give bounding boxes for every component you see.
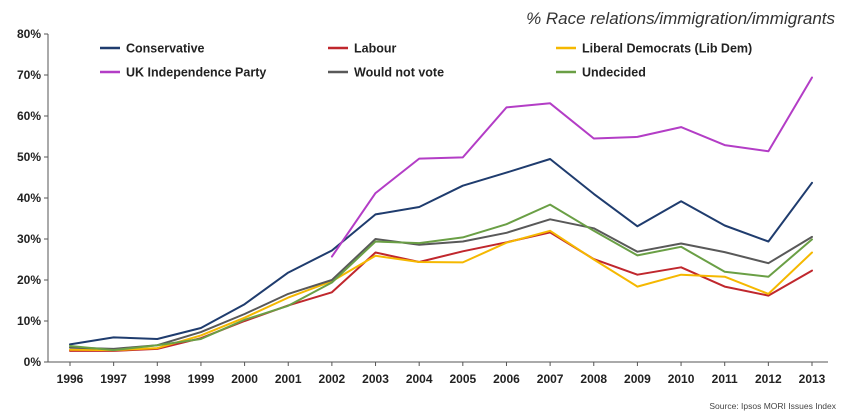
series-line-would-not-vote bbox=[69, 218, 813, 350]
x-tick-label: 2005 bbox=[449, 372, 476, 386]
x-tick-label: 2008 bbox=[580, 372, 607, 386]
y-tick-label: 60% bbox=[17, 109, 41, 123]
legend-label: Conservative bbox=[126, 42, 205, 56]
x-tick-label: 2001 bbox=[275, 372, 302, 386]
x-tick-label: 2010 bbox=[668, 372, 695, 386]
y-tick-label: 80% bbox=[17, 27, 41, 41]
x-tick-label: 1998 bbox=[144, 372, 171, 386]
series-lines bbox=[69, 76, 813, 352]
series-line-uk-independence-party bbox=[330, 76, 813, 258]
legend-label: Labour bbox=[354, 42, 396, 56]
y-tick-label: 50% bbox=[17, 150, 41, 164]
legend-label: Liberal Democrats (Lib Dem) bbox=[582, 42, 752, 56]
x-tick-label: 2002 bbox=[319, 372, 346, 386]
tick-labels: 0% 10% 20% 30% 40% 50% 60% 70% 80% 1996 1997 1998 19… bbox=[17, 27, 826, 386]
x-tick-label: 2004 bbox=[406, 372, 433, 386]
y-tick-label: 70% bbox=[17, 68, 41, 82]
legend: Conservative Labour Liberal Democrats (Lib… bbox=[100, 42, 752, 80]
y-tick-label: 10% bbox=[17, 314, 41, 328]
chart-title: % Race relations/immigration/immigrants bbox=[526, 9, 835, 28]
x-tick-label: 2003 bbox=[362, 372, 389, 386]
x-tick-label: 2012 bbox=[755, 372, 782, 386]
source-note: Source: Ipsos MORI Issues Index bbox=[709, 401, 836, 411]
x-tick-label: 2000 bbox=[231, 372, 258, 386]
legend-label: Would not vote bbox=[354, 66, 444, 80]
x-tick-label: 2013 bbox=[799, 372, 826, 386]
x-tick-label: 2006 bbox=[493, 372, 520, 386]
series-line-undecided bbox=[69, 203, 813, 352]
y-tick-label: 30% bbox=[17, 232, 41, 246]
y-tick-label: 40% bbox=[17, 191, 41, 205]
legend-label: Undecided bbox=[582, 66, 646, 80]
x-tick-label: 2009 bbox=[624, 372, 651, 386]
x-tick-label: 2007 bbox=[537, 372, 564, 386]
series-line-conservative bbox=[69, 158, 813, 346]
x-tick-label: 2011 bbox=[712, 372, 738, 386]
legend-label: UK Independence Party bbox=[126, 66, 266, 80]
y-tick-label: 20% bbox=[17, 273, 41, 287]
x-tick-label: 1996 bbox=[57, 372, 84, 386]
x-tick-label: 1999 bbox=[188, 372, 215, 386]
axes bbox=[44, 33, 828, 366]
y-tick-label: 0% bbox=[24, 355, 42, 369]
x-tick-label: 1997 bbox=[100, 372, 127, 386]
series-line-liberal-democrats-lib-dem bbox=[69, 229, 813, 352]
